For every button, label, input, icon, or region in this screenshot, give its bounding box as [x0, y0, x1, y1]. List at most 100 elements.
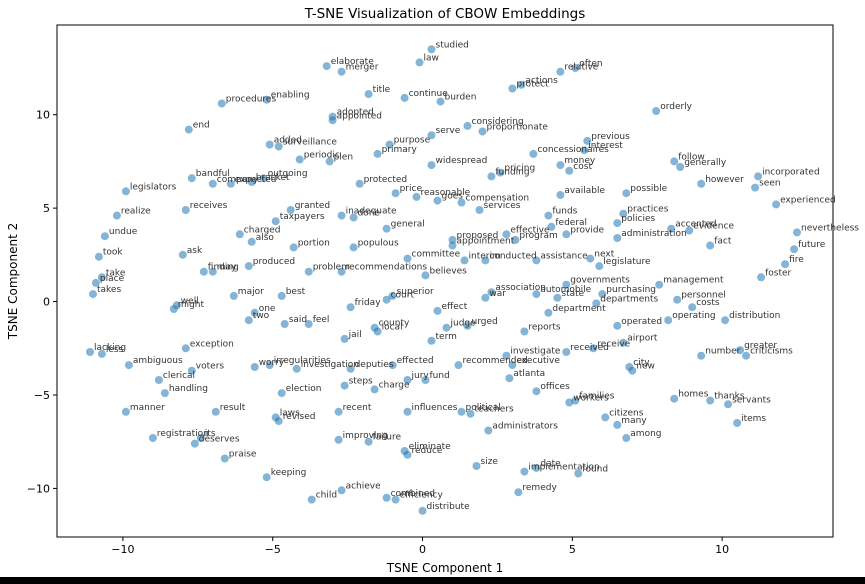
point-department [544, 308, 553, 317]
point-portion [289, 243, 298, 252]
point-protect [508, 84, 517, 93]
point-management [655, 280, 664, 289]
point-label-found: found [582, 465, 608, 475]
point-label-compensation: compensation [466, 194, 530, 204]
point-bandful [187, 174, 196, 183]
point-label-servants: servants [732, 395, 771, 405]
point-label-association: association [495, 283, 546, 293]
point-label-relative: relative [564, 63, 598, 73]
point-label-greater: greater [744, 341, 777, 351]
point-found [574, 469, 583, 478]
point-may [208, 267, 217, 276]
point-label-reports: reports [528, 323, 560, 333]
point-label-lacking: lacking [94, 343, 126, 353]
point-best [277, 291, 286, 300]
point-appointment [448, 241, 457, 250]
point-label-receives: receives [190, 201, 228, 211]
y-tick-label: 10 [36, 109, 50, 122]
point-label-recent: recent [343, 403, 372, 413]
point-label-judge: judge [450, 319, 477, 329]
point-goes [433, 196, 442, 205]
point-future [790, 245, 799, 254]
point-label-services: services [484, 201, 521, 211]
point-feel [304, 320, 313, 328]
point-label-deputies: deputies [355, 360, 394, 370]
point-label-distribute: distribute [427, 502, 471, 512]
point-label-remedy: remedy [522, 483, 557, 493]
point-label-county: county [379, 319, 410, 329]
point-receive [589, 344, 598, 353]
point-label-exception: exception [190, 339, 234, 349]
point-took [94, 252, 103, 261]
point-label-conducted: conducted [489, 251, 536, 261]
point-label-accented: accented [675, 220, 716, 230]
point-label-takes: takes [97, 285, 121, 295]
point-reduce [403, 450, 412, 459]
y-tick-label: −10 [27, 482, 50, 495]
point-administrators [484, 426, 493, 435]
point-label-jail: jail [348, 330, 362, 340]
point-label-offices: offices [540, 382, 570, 392]
point-studied [427, 45, 436, 54]
point-lacking [86, 348, 94, 356]
point-association [487, 288, 496, 297]
point-label-bandful: bandful [196, 169, 230, 179]
point-atlanta [505, 374, 514, 383]
point-criticisms [742, 351, 751, 360]
point-airport [619, 338, 628, 347]
point-workers [565, 398, 574, 407]
point-label-populous: populous [358, 238, 399, 248]
point-label-money: money [564, 156, 596, 166]
point-label-revised: revised [283, 412, 316, 422]
point-label-automobile: automobile [540, 285, 591, 295]
point-local [373, 327, 382, 336]
point-done [349, 213, 358, 222]
point-charge [370, 385, 379, 394]
point-interest [580, 146, 589, 155]
point-label-elaborate: elaborate [331, 57, 375, 67]
point-label-executive: executive [516, 356, 560, 366]
point-label-protected: protected [364, 175, 408, 185]
point-war [481, 293, 490, 302]
point-label-costs: costs [696, 298, 720, 308]
point-foster [757, 273, 766, 282]
point-label-urged: urged [472, 317, 498, 327]
point-keeping [262, 473, 271, 482]
point-label-laws: laws [280, 408, 300, 418]
point-label-follow: follow [678, 152, 705, 162]
point-label-term: term [436, 332, 457, 342]
point-label-superior: superior [397, 287, 434, 297]
point-label-purchasing: purchasing [606, 285, 656, 295]
point-label-teachers: teachers [475, 405, 514, 415]
y-tick-label: −5 [34, 389, 50, 402]
point-purchasing [598, 290, 607, 299]
point-voters [187, 366, 196, 375]
point-label-company: company [217, 175, 259, 185]
point-surveillance [274, 142, 283, 151]
point-label-interest: interest [588, 141, 623, 151]
point-executive [508, 361, 517, 370]
point-assistance [532, 256, 541, 265]
point-label-size: size [481, 457, 499, 467]
point-label-state: state [561, 289, 584, 299]
point-added [265, 140, 274, 149]
point-fact [706, 241, 715, 250]
point-operating [664, 316, 673, 325]
point-label-periodic: periodic [304, 151, 340, 161]
point-label-administration: administration [621, 229, 686, 239]
point-label-practices: practices [627, 205, 668, 215]
point-superior [388, 291, 397, 300]
point-follow [670, 157, 679, 166]
point-label-law: law [424, 53, 439, 63]
point-label-evidence: evidence [693, 222, 734, 232]
point-produced [244, 262, 253, 271]
point-distribution [721, 316, 730, 325]
point-general [382, 224, 391, 233]
point-label-said: said [289, 315, 307, 325]
point-take [97, 273, 106, 282]
point-compensation [457, 198, 466, 207]
point-label-program: program [519, 231, 557, 241]
point-teachers [466, 409, 475, 418]
point-label-took: took [103, 248, 124, 258]
